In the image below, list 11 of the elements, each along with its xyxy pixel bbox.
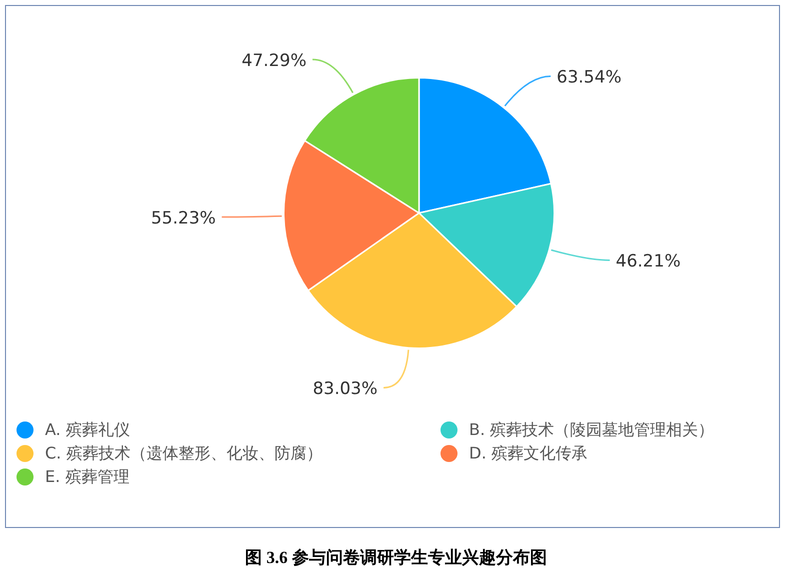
legend-label: C. 殡葬技术（遗体整形、化妆、防腐）	[45, 444, 322, 463]
legend-label: B. 殡葬技术（陵园墓地管理相关）	[469, 420, 714, 440]
legend-label: A. 殡葬礼仪	[45, 420, 130, 440]
caption: 图 3.6 参与问卷调研学生专业兴趣分布图	[244, 547, 548, 569]
data-label: 83.03%	[312, 379, 378, 400]
legend-label: D. 殡葬文化传承	[469, 444, 588, 463]
data-label: 47.29%	[242, 50, 307, 71]
data-label: 55.23%	[150, 208, 216, 228]
data-label: 46.21%	[616, 252, 681, 272]
data-label: 63.54%	[556, 68, 622, 88]
legend-label: E. 殡葬管理	[45, 467, 130, 486]
